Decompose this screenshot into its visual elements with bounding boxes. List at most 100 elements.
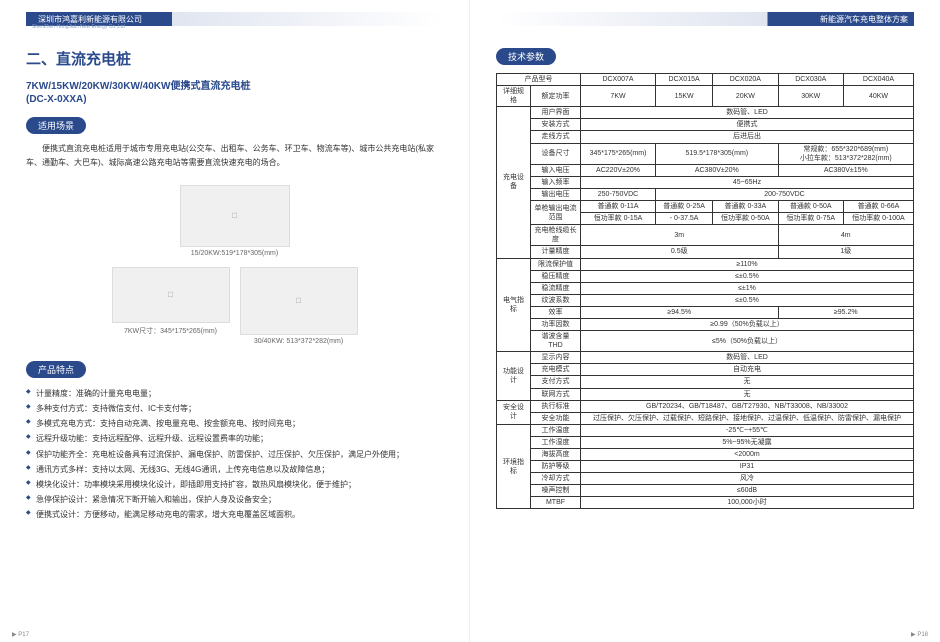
spec-cell: 安装方式 [531, 119, 581, 131]
spec-cell: 工作温度 [531, 424, 581, 436]
spec-cell: AC380V±20% [656, 164, 779, 176]
spec-cell: 普通款 0-25A [656, 201, 713, 213]
spec-cell: 充电设备 [497, 107, 531, 258]
spec-cell: 100,000小时 [581, 497, 914, 509]
spec-cell: 走线方式 [531, 131, 581, 143]
spec-cell: 输入频率 [531, 176, 581, 188]
spec-cell: 恒功率款 0-75A [778, 213, 843, 225]
spec-cell: 电气指标 [497, 258, 531, 352]
spec-cell: 4m [778, 225, 913, 246]
spec-cell: 数码管、LED [581, 107, 914, 119]
spec-cell: 519.5*178*305(mm) [656, 143, 779, 164]
image-box: ☐ 30/40KW: 513*372*282(mm) [240, 267, 358, 345]
image-label: 7KW尺寸：345*175*265(mm) [124, 326, 217, 336]
spec-cell: IP31 [581, 461, 914, 473]
spec-cell: 执行标准 [531, 400, 581, 412]
spec-cell: ≤60dB [581, 485, 914, 497]
spec-cell: ≥110% [581, 258, 914, 270]
spec-cell: DCX020A [713, 74, 778, 86]
left-content: 二、直流充电桩 7KW/15KW/20KW/30KW/40KW便携式直流充电桩 … [26, 48, 443, 522]
spec-cell: 后进后出 [581, 131, 914, 143]
spec-cell: AC380V±15% [778, 164, 913, 176]
section-scene-pill: 适用场景 [26, 117, 86, 134]
spec-cell: 计量精度 [531, 246, 581, 258]
spec-cell: 250-750VDC [581, 188, 656, 200]
spec-cell: AC220V±20% [581, 164, 656, 176]
spec-cell: DCX030A [778, 74, 843, 86]
feature-item: 远程升级功能：支持远程配停、远程升级、远程设置费率的功能； [26, 431, 443, 446]
spec-cell: 冷却方式 [531, 473, 581, 485]
subtitle-1: 7KW/15KW/20KW/30KW/40KW便携式直流充电桩 [26, 77, 443, 92]
footer-left: ▶ P17 [12, 631, 29, 638]
feature-item: 多种支付方式：支持微信支付、IC卡支付等； [26, 401, 443, 416]
scene-description: 便携式直流充电桩适用于城市专用充电站(公交车、出租车、公务车、环卫车、物流车等)… [26, 142, 443, 171]
spec-cell: 功能设计 [497, 352, 531, 400]
right-content: 技术参数 产品型号DCX007ADCX015ADCX020ADCX030ADCX… [496, 48, 914, 509]
spec-cell: DCX040A [843, 74, 913, 86]
spec-cell: 普通款 0-11A [581, 201, 656, 213]
subtitle-2: (DC-X-0XXA) [26, 94, 443, 105]
spec-cell: GB/T20234、GB/T18487、GB/T27930、NB/T33008、… [581, 400, 914, 412]
spec-cell: <2000m [581, 449, 914, 461]
spec-cell: 环境指标 [497, 424, 531, 509]
spec-cell: 恒功率款 0-15A [581, 213, 656, 225]
spec-cell: 海拔高度 [531, 449, 581, 461]
spec-cell: 过压保护、欠压保护、过载保护、短路保护、接地保护、过温保护、低温保护、防雷保护、… [581, 412, 914, 424]
spec-cell: 自动充电 [581, 364, 914, 376]
product-image-placeholder: ☐ [240, 267, 358, 335]
spec-cell: 稳流精度 [531, 282, 581, 294]
spec-cell: - 0-37.5A [656, 213, 713, 225]
image-label: 30/40KW: 513*372*282(mm) [254, 338, 343, 345]
feature-item: 急停保护设计：紧急情况下断开输入和输出，保护人身及设备安全； [26, 492, 443, 507]
feature-item: 多模式充电方式：支持自动充满、按电量充电、按金额充电、按时间充电； [26, 416, 443, 431]
spec-cell: 恒功率款 0-100A [843, 213, 913, 225]
spec-cell: ≤±0.5% [581, 294, 914, 306]
image-box: ☐ 15/20KW:519*178*305(mm) [26, 185, 443, 257]
feature-item: 计量精度：准确的计量充电电量； [26, 386, 443, 401]
spec-cell: 设备尺寸 [531, 143, 581, 164]
section-features-pill: 产品特点 [26, 361, 86, 378]
spec-table: 产品型号DCX007ADCX015ADCX020ADCX030ADCX040A详… [496, 73, 914, 509]
spec-cell: -25℃~+55℃ [581, 424, 914, 436]
spec-cell: 7KW [581, 86, 656, 107]
main-title: 二、直流充电桩 [26, 48, 443, 69]
spec-cell: 20KW [713, 86, 778, 107]
left-page: 深圳市鸿嘉利新能源有限公司 ShenZhen HongJiaLi New Ene… [0, 0, 470, 642]
spec-cell: 限流保护值 [531, 258, 581, 270]
spec-cell: 用户界面 [531, 107, 581, 119]
spec-cell: 常规款：655*320*689(mm)小拉车款：513*372*282(mm) [778, 143, 913, 164]
spec-cell: 200-750VDC [656, 188, 914, 200]
spec-cell: 输出电压 [531, 188, 581, 200]
spec-cell: 效率 [531, 306, 581, 318]
spec-cell: ≤5%（50%负载以上） [581, 331, 914, 352]
footer-right: ▶ P18 [911, 631, 928, 638]
spec-cell: 数码管、LED [581, 352, 914, 364]
spec-cell: 45~65Hz [581, 176, 914, 188]
spec-cell: 1级 [778, 246, 913, 258]
spec-cell: 安全设计 [497, 400, 531, 424]
right-page: 新能源汽车充电整体方案 技术参数 产品型号DCX007ADCX015ADCX02… [470, 0, 940, 642]
spec-cell: 充电枪线缆长度 [531, 225, 581, 246]
spec-cell: 输入电压 [531, 164, 581, 176]
spec-cell: 额定功率 [531, 86, 581, 107]
spec-cell: 功率因数 [531, 318, 581, 330]
spec-cell: ≤±1% [581, 282, 914, 294]
spec-cell: 安全功能 [531, 412, 581, 424]
spec-cell: 30KW [778, 86, 843, 107]
spec-cell: 40KW [843, 86, 913, 107]
spec-cell: 显示内容 [531, 352, 581, 364]
spec-cell: 稳压精度 [531, 270, 581, 282]
spec-cell: 0.5级 [581, 246, 779, 258]
spec-cell: 产品型号 [497, 74, 581, 86]
feature-item: 通讯方式多样：支持以太网、无线3G、无线4G通讯，上传充电信息以及故障信息； [26, 462, 443, 477]
spec-cell: 工作湿度 [531, 436, 581, 448]
spec-cell: ≥95.2% [778, 306, 913, 318]
spec-cell: 联网方式 [531, 388, 581, 400]
spec-cell: 便携式 [581, 119, 914, 131]
spec-cell: 普通款 0-33A [713, 201, 778, 213]
product-image-placeholder: ☐ [180, 185, 290, 247]
spec-cell: MTBF [531, 497, 581, 509]
section-spec-pill: 技术参数 [496, 48, 556, 65]
spec-cell: 风冷 [581, 473, 914, 485]
features-list: 计量精度：准确的计量充电电量；多种支付方式：支持微信支付、IC卡支付等；多模式充… [26, 386, 443, 523]
